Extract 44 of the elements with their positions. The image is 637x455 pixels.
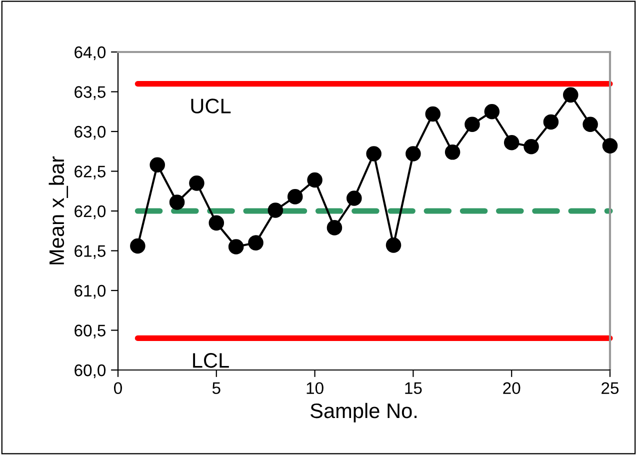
point — [444, 144, 460, 160]
y-tick-label: 61,5 — [74, 245, 106, 259]
x-tick-label: 15 — [405, 382, 422, 394]
point — [366, 146, 382, 162]
y-tick-label: 63,5 — [74, 86, 106, 100]
point — [406, 146, 421, 162]
y-tick-label: 64,0 — [74, 46, 106, 60]
y-tick-label: 63,0 — [74, 126, 106, 140]
point — [425, 106, 441, 122]
point — [326, 220, 342, 236]
point — [307, 172, 322, 188]
point — [504, 134, 520, 150]
y-tick-label: 61,0 — [74, 284, 106, 299]
x-tick-label: 0 — [114, 382, 122, 394]
point — [130, 238, 146, 254]
x-tick-label: 20 — [503, 382, 520, 394]
point — [189, 176, 204, 191]
x-axis-title: Sample No. — [310, 402, 417, 422]
x-tick-label: 5 — [212, 382, 220, 394]
y-tick-label: 62,5 — [74, 166, 106, 180]
point — [248, 235, 264, 250]
point — [228, 239, 244, 254]
point — [563, 87, 578, 103]
x-tick-label: 25 — [602, 382, 619, 394]
point — [346, 190, 362, 206]
point — [582, 116, 598, 132]
point — [484, 104, 500, 120]
point — [543, 114, 559, 130]
point — [602, 138, 618, 154]
y-tick-label: 60,0 — [74, 364, 106, 378]
point — [287, 189, 303, 204]
point — [169, 194, 185, 210]
y-tick-label: 62,0 — [74, 205, 106, 220]
point — [524, 138, 539, 154]
point — [208, 215, 224, 231]
ref-line-label: LCL — [193, 353, 229, 368]
ref-line-label: UCL — [191, 98, 231, 114]
x-tick-label: 10 — [306, 382, 324, 394]
point — [386, 238, 402, 253]
point — [268, 202, 284, 218]
y-axis-title: Mean x_bar — [48, 156, 68, 264]
point — [464, 116, 480, 132]
y-tick-label: 60,5 — [74, 324, 106, 338]
point — [150, 157, 165, 173]
